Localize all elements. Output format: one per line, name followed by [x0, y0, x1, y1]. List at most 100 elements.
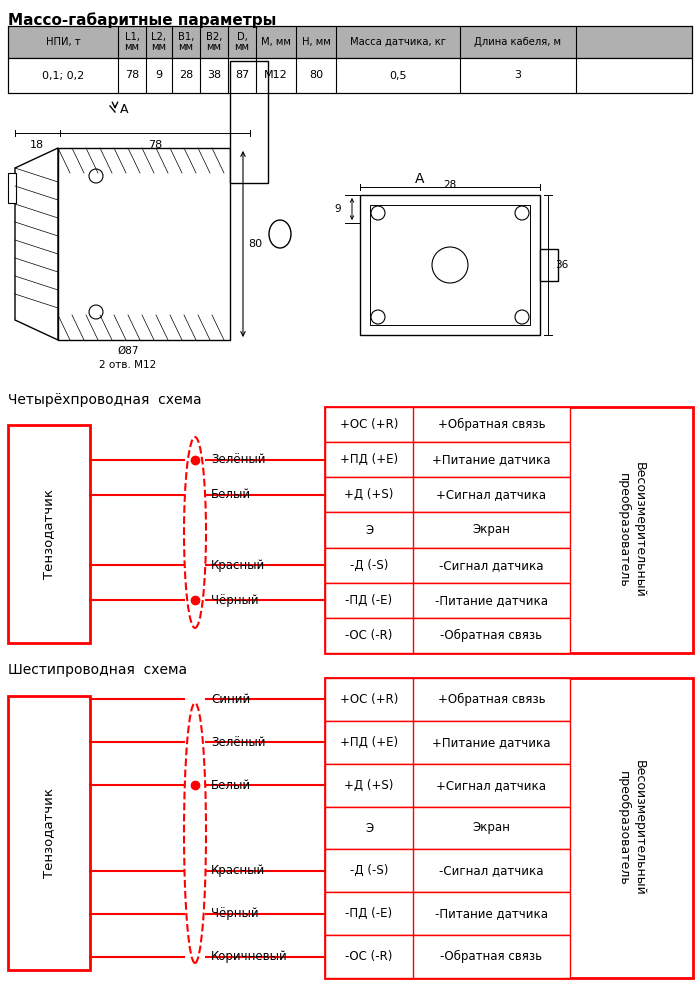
Bar [325, 618, 570, 653]
Text: М12: М12 [264, 71, 288, 81]
Text: -ОС (-R): -ОС (-R) [345, 629, 393, 642]
Text: Чёрный: Чёрный [211, 594, 258, 607]
Bar [370, 205, 530, 325]
Text: 9: 9 [335, 204, 342, 214]
Circle shape [89, 169, 103, 183]
Text: +Обратная связь: +Обратная связь [438, 692, 545, 706]
Bar [8, 26, 692, 58]
Text: +Д (+S): +Д (+S) [344, 489, 393, 501]
Circle shape [371, 310, 385, 324]
Bar [8, 173, 16, 203]
Text: A: A [120, 103, 129, 116]
Ellipse shape [184, 437, 206, 628]
Text: -Обратная связь: -Обратная связь [440, 950, 542, 963]
Text: Длина кабеля, м: Длина кабеля, м [475, 37, 561, 47]
Text: Красный: Красный [211, 865, 265, 878]
Bar [325, 763, 570, 807]
Bar [8, 696, 90, 970]
Polygon shape [15, 148, 58, 340]
Text: 80: 80 [248, 239, 262, 249]
Text: Красный: Красный [211, 558, 265, 571]
Text: 36: 36 [555, 260, 568, 270]
Text: Белый: Белый [211, 779, 251, 792]
Bar [325, 583, 570, 618]
Text: +Питание датчика: +Питание датчика [433, 453, 551, 466]
Text: Синий: Синий [211, 692, 251, 706]
Text: L1,
мм: L1, мм [125, 32, 139, 52]
Bar [325, 478, 570, 512]
Text: Э: Э [365, 821, 373, 834]
Ellipse shape [269, 220, 291, 248]
Bar [325, 407, 570, 442]
Bar [325, 678, 693, 978]
Bar [325, 442, 570, 478]
Text: 87: 87 [235, 71, 249, 81]
Bar [325, 512, 570, 548]
Bar [8, 58, 692, 93]
Text: +Обратная связь: +Обратная связь [438, 418, 545, 431]
Text: D,
мм: D, мм [234, 32, 249, 52]
Text: -Д (-S): -Д (-S) [350, 558, 389, 571]
Text: +Питание датчика: +Питание датчика [433, 736, 551, 749]
Text: +ОС (+R): +ОС (+R) [340, 418, 398, 431]
Text: +ОС (+R): +ОС (+R) [340, 692, 398, 706]
Text: -Д (-S): -Д (-S) [350, 865, 389, 878]
Bar [325, 807, 570, 849]
Text: Зелёный: Зелёный [211, 736, 265, 749]
Bar [540, 249, 558, 281]
Text: -Обратная связь: -Обратная связь [440, 628, 542, 642]
Text: Коричневый: Коричневый [211, 951, 288, 963]
Circle shape [89, 305, 103, 319]
Text: Зелёный: Зелёный [211, 453, 265, 466]
Bar [8, 425, 90, 643]
Text: Масса датчика, кг: Масса датчика, кг [350, 37, 446, 47]
Text: Весоизмерительный
преобразователь: Весоизмерительный преобразователь [617, 760, 646, 896]
Bar [325, 935, 570, 978]
Circle shape [371, 206, 385, 220]
Text: -ПД (-Е): -ПД (-Е) [345, 907, 393, 920]
Text: B1,
мм: B1, мм [178, 32, 194, 52]
Ellipse shape [184, 703, 206, 963]
Text: 18: 18 [30, 140, 44, 150]
Text: +ПД (+Е): +ПД (+Е) [340, 453, 398, 466]
Bar [58, 148, 230, 340]
Text: Массо-габаритные параметры: Массо-габаритные параметры [8, 12, 276, 28]
Text: Экран: Экран [473, 821, 510, 834]
Text: 38: 38 [207, 71, 221, 81]
Text: Н, мм: Н, мм [302, 37, 330, 47]
Text: Белый: Белый [211, 489, 251, 501]
Text: Шестипроводная  схема: Шестипроводная схема [8, 663, 187, 677]
Bar [325, 407, 693, 653]
Text: +Сигнал датчика: +Сигнал датчика [437, 779, 547, 792]
Circle shape [515, 310, 529, 324]
Text: L2,
мм: L2, мм [151, 32, 167, 52]
Bar [230, 61, 268, 183]
Text: 0,1; 0,2: 0,1; 0,2 [42, 71, 84, 81]
Text: М, мм: М, мм [261, 37, 291, 47]
Bar [325, 678, 570, 721]
Text: 0,5: 0,5 [389, 71, 407, 81]
Text: Тензодатчик: Тензодатчик [43, 788, 55, 878]
Text: -ОС (-R): -ОС (-R) [345, 951, 393, 963]
Circle shape [515, 206, 529, 220]
Text: 9: 9 [155, 71, 162, 81]
Text: +Д (+S): +Д (+S) [344, 779, 393, 792]
Text: -Сигнал датчика: -Сигнал датчика [440, 865, 544, 878]
Text: 2 отв. М12: 2 отв. М12 [99, 360, 157, 370]
Bar [360, 195, 540, 335]
Bar [325, 721, 570, 763]
Text: -Питание датчика: -Питание датчика [435, 594, 548, 607]
Circle shape [432, 247, 468, 283]
Text: Тензодатчик: Тензодатчик [43, 489, 55, 579]
Text: Четырёхпроводная  схема: Четырёхпроводная схема [8, 393, 202, 407]
Text: НПИ, т: НПИ, т [46, 37, 80, 47]
Text: -Сигнал датчика: -Сигнал датчика [440, 558, 544, 571]
Text: Э: Э [365, 523, 373, 537]
Text: B2,
мм: B2, мм [206, 32, 222, 52]
Text: -Питание датчика: -Питание датчика [435, 907, 548, 920]
Text: Весоизмерительный
преобразователь: Весоизмерительный преобразователь [617, 462, 646, 598]
Bar [325, 849, 570, 892]
Text: +ПД (+Е): +ПД (+Е) [340, 736, 398, 749]
Text: 78: 78 [148, 140, 162, 150]
Text: 28: 28 [179, 71, 193, 81]
